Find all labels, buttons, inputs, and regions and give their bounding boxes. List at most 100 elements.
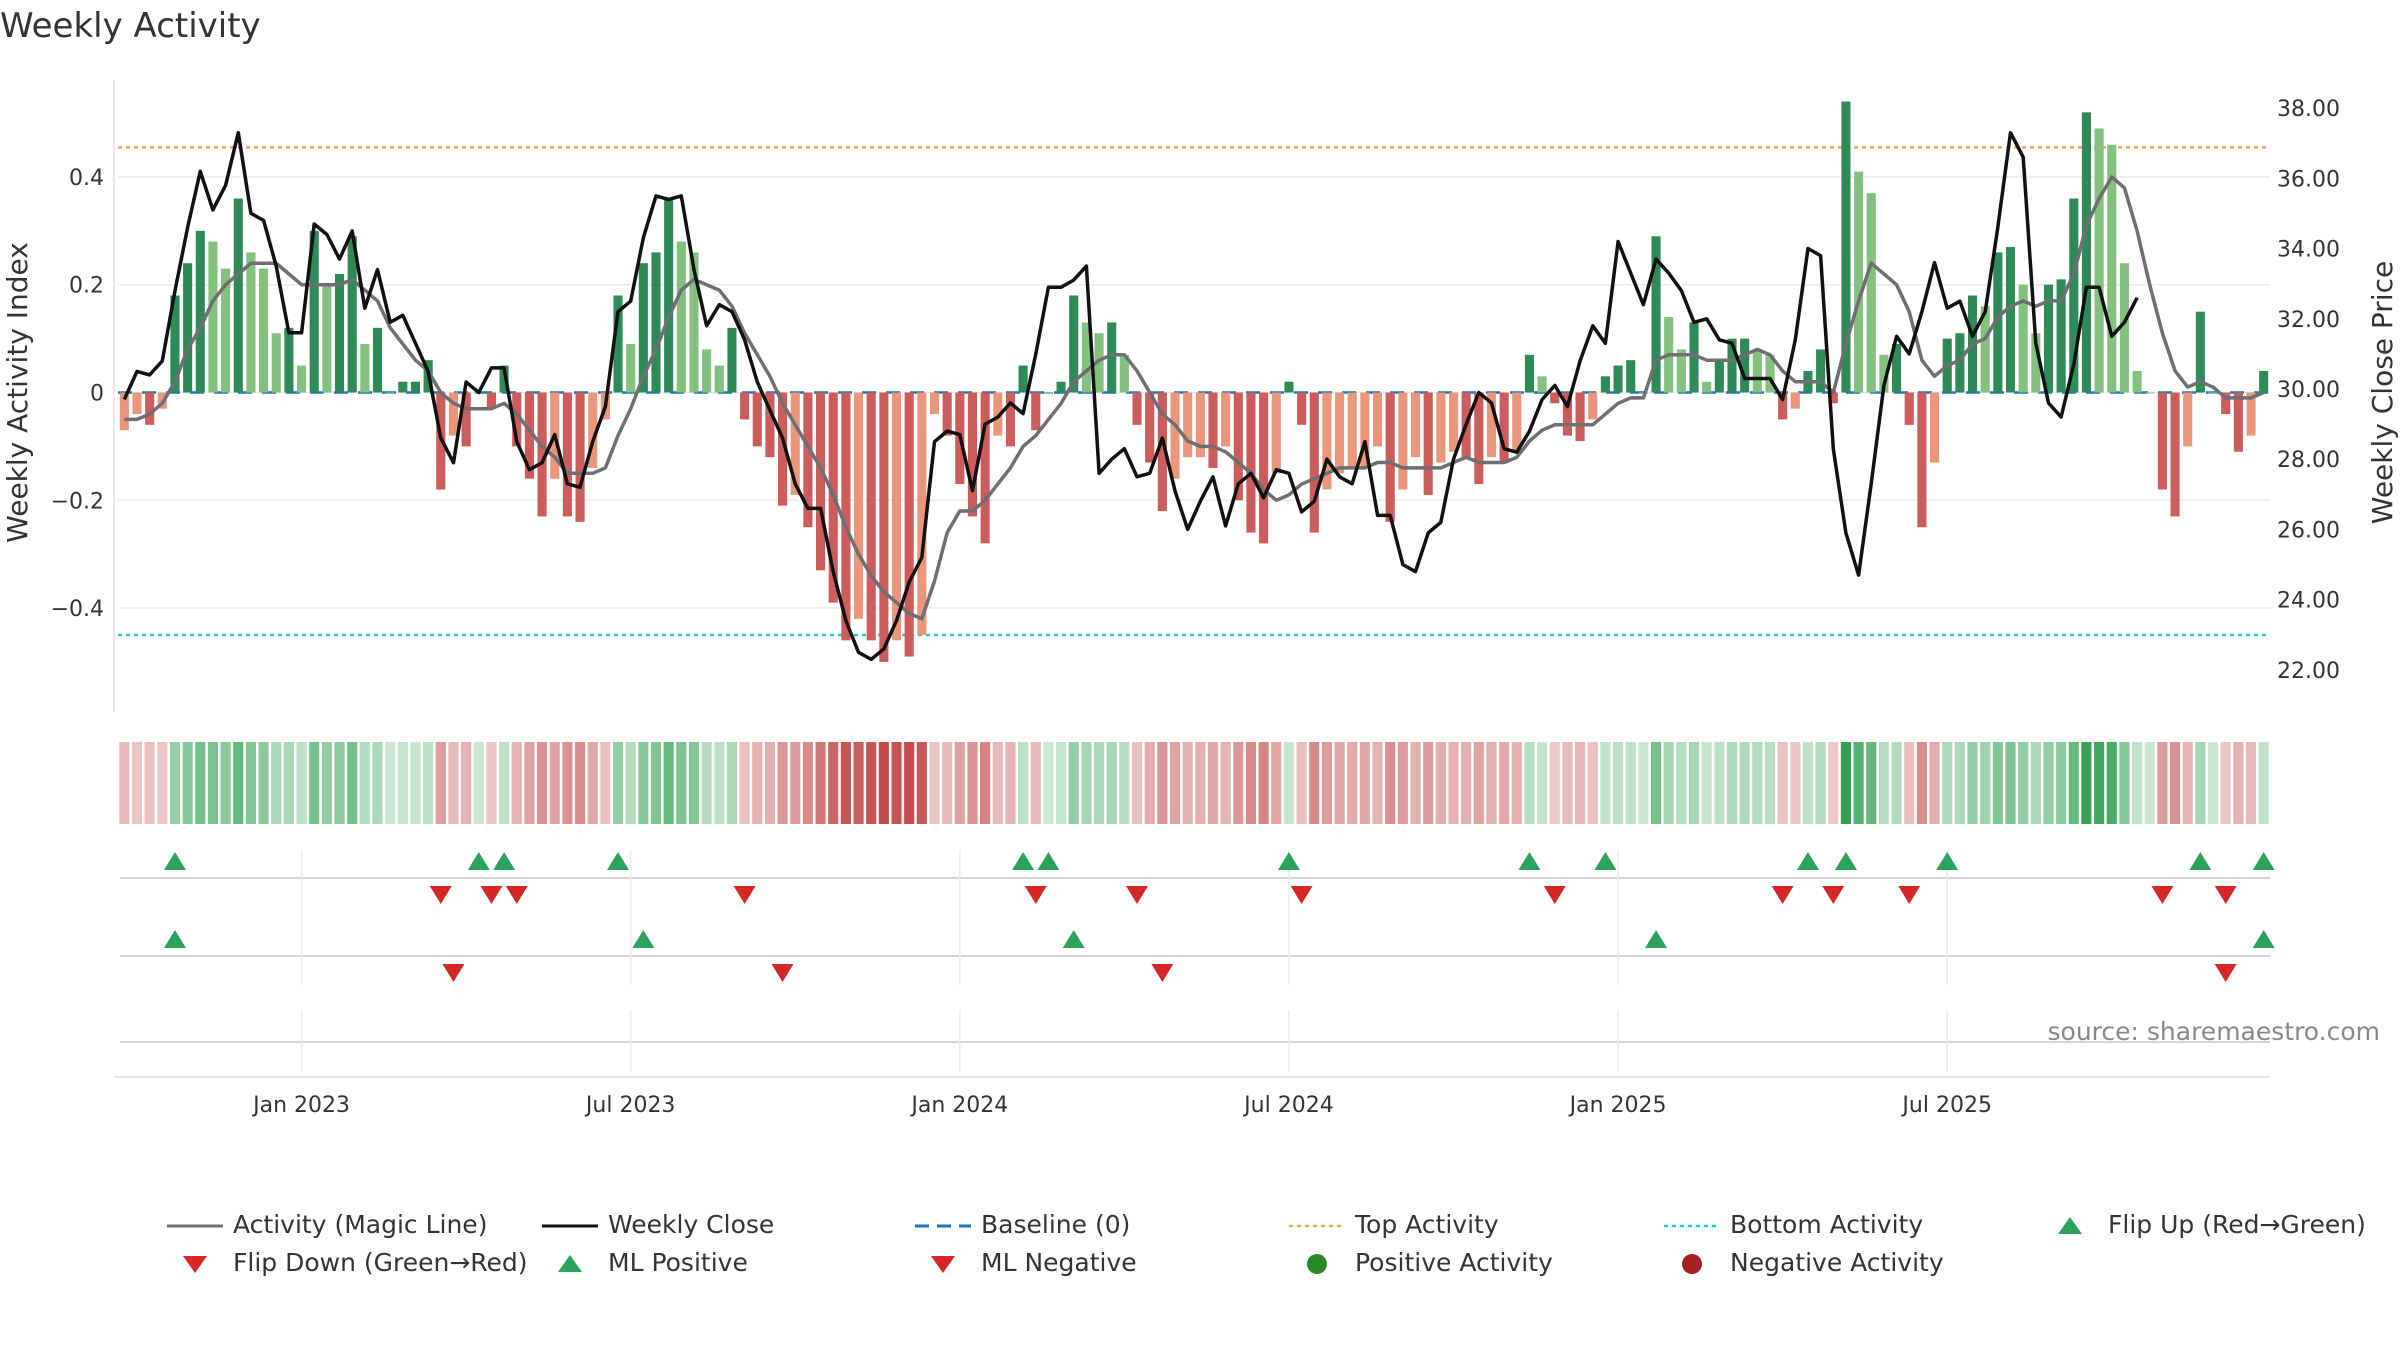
x-tick-label: Jul 2023 xyxy=(584,1093,676,1118)
activity-bar xyxy=(1714,360,1724,393)
heat-cell xyxy=(878,742,889,824)
activity-bar xyxy=(1005,392,1016,447)
signal-markers xyxy=(120,850,2275,1072)
activity-bar xyxy=(866,392,876,641)
heat-cell xyxy=(726,742,738,824)
activity-bar xyxy=(1917,392,1927,528)
activity-bar xyxy=(1575,392,1585,441)
activity-bar xyxy=(714,365,724,393)
source-note: source: sharemaestro.com xyxy=(2048,1017,2381,1046)
heat-cell xyxy=(2030,742,2041,824)
activity-bar xyxy=(740,392,750,420)
heat-cell xyxy=(2157,742,2168,824)
heat-cell xyxy=(359,742,370,824)
flip-up-marker xyxy=(607,852,630,870)
heat-cell xyxy=(1473,742,1484,824)
heat-cell xyxy=(1309,742,1320,824)
ml-positive-marker xyxy=(163,930,186,948)
activity-bar xyxy=(2056,279,2066,393)
activity-bar xyxy=(1423,392,1433,495)
activity-bar xyxy=(2107,144,2117,393)
legend-close: Weekly Close xyxy=(540,1210,774,1239)
triangle-down-icon xyxy=(165,1251,225,1277)
heat-cell xyxy=(195,742,206,824)
activity-bar xyxy=(499,365,509,393)
activity-bar xyxy=(2119,263,2129,393)
flip-down-marker xyxy=(1543,886,1566,904)
heat-cell xyxy=(815,742,826,824)
y2-tick-label: 30.00 xyxy=(2277,378,2340,403)
activity-bar xyxy=(2157,392,2167,490)
activity-bar xyxy=(461,392,471,447)
heat-cell xyxy=(1714,742,1725,824)
activity-bar xyxy=(816,392,826,571)
activity-bar xyxy=(2132,370,2142,393)
activity-bar xyxy=(676,241,686,393)
activity-bar xyxy=(752,392,762,447)
activity-bar xyxy=(1107,322,1117,393)
y2-tick-label: 26.00 xyxy=(2277,518,2340,543)
activity-bar xyxy=(1145,392,1155,463)
y-tick-label: 0.2 xyxy=(69,274,104,299)
heat-cell xyxy=(258,742,269,824)
activity-bar xyxy=(1335,392,1345,474)
activity-bar xyxy=(1702,381,1712,393)
heat-cell xyxy=(1726,742,1738,824)
heat-cell xyxy=(1929,742,1940,824)
y2-tick-label: 36.00 xyxy=(2277,167,2340,192)
heat-cell xyxy=(714,742,725,824)
activity-bar xyxy=(322,284,332,393)
heat-cell xyxy=(1030,742,1041,824)
heat-cell xyxy=(1271,742,1282,824)
activity-bar xyxy=(1512,392,1522,452)
legend-label: Baseline (0) xyxy=(981,1210,1131,1239)
activity-bar xyxy=(1752,349,1762,393)
activity-bar xyxy=(2195,311,2205,393)
activity-bar xyxy=(195,230,205,393)
activity-bar xyxy=(1892,344,1902,393)
activity-bar xyxy=(1993,252,2003,393)
activity-bar xyxy=(2246,392,2256,436)
heat-cell xyxy=(372,742,383,824)
heat-cell xyxy=(169,742,181,824)
legend-label: Bottom Activity xyxy=(1730,1210,1924,1239)
activity-bar xyxy=(1816,349,1826,393)
heat-cell xyxy=(1575,742,1586,824)
ml-negative-marker xyxy=(442,964,465,982)
legend-flip-up: Flip Up (Red→Green) xyxy=(2040,1210,2366,1239)
activity-bar xyxy=(385,392,395,394)
heat-cell xyxy=(1410,742,1421,824)
heat-cell xyxy=(1954,742,1965,824)
activity-bar xyxy=(1195,392,1205,458)
heat-cell xyxy=(1131,742,1143,824)
heat-cell xyxy=(2068,742,2079,824)
legend-positive-activity: Positive Activity xyxy=(1287,1248,1553,1277)
heat-cell xyxy=(650,742,662,824)
heat-cell xyxy=(1904,742,1915,824)
activity-bar xyxy=(1157,392,1167,512)
heat-cell xyxy=(980,742,991,824)
heat-cell xyxy=(1321,742,1332,824)
heat-cell xyxy=(1613,742,1624,824)
heat-cell xyxy=(1448,742,1459,824)
y-axis-label: Weekly Activity Index xyxy=(1,242,34,543)
activity-bar xyxy=(512,392,522,447)
activity-bar xyxy=(2081,112,2092,393)
heat-cell xyxy=(1739,742,1750,824)
x-tick-label: Jul 2024 xyxy=(1242,1093,1334,1118)
y-tick-label: −0.4 xyxy=(51,597,104,622)
legend-ml-negative: ML Negative xyxy=(913,1248,1137,1277)
activity-bar xyxy=(1866,193,1876,393)
heat-cell xyxy=(2094,742,2105,824)
activity-bar xyxy=(803,392,813,528)
heat-cell xyxy=(992,742,1003,824)
flip-down-marker xyxy=(1024,886,1047,904)
heat-cell xyxy=(448,742,459,824)
activity-bar xyxy=(778,392,788,506)
heat-cell xyxy=(1093,742,1105,824)
activity-bar xyxy=(727,327,737,393)
activity-bar xyxy=(208,241,218,393)
heat-cell xyxy=(1435,742,1446,824)
activity-bar xyxy=(1297,392,1307,425)
heat-cell xyxy=(1056,742,1067,824)
